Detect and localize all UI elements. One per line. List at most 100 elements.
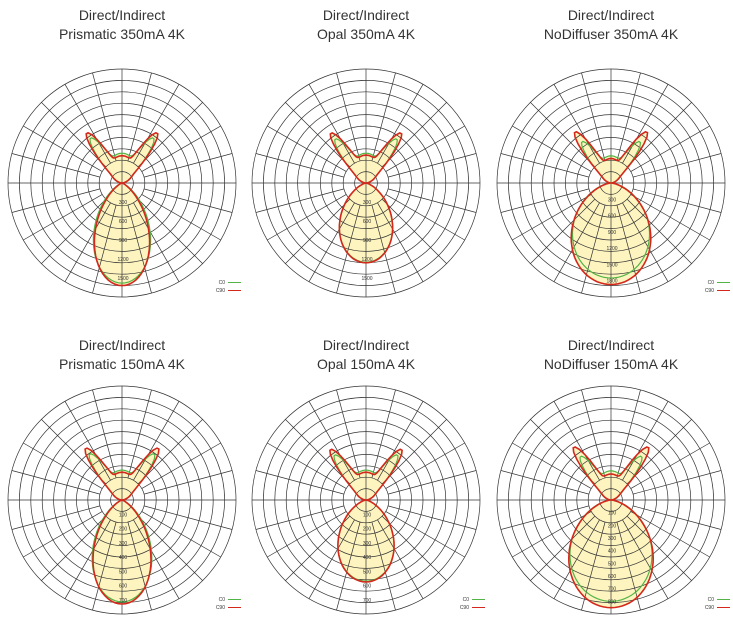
grid-spoke [64,519,111,599]
radial-tick-label: 300 [119,541,128,547]
radial-tick-label: 600 [363,219,372,225]
series-c90-line [329,131,403,264]
polar-chart-panel-4: Direct/Indirect Prismatic 150mA 4K 100 20… [0,317,244,634]
grid-spoke [141,194,221,241]
grid-spoke [500,188,590,213]
grid-spoke [64,202,111,282]
radial-tick-label: 600 [608,214,617,220]
chart-title: Direct/Indirect Prismatic 350mA 4K [0,6,244,44]
radial-tick-label: 900 [363,238,372,244]
chart-title-line-1: Direct/Indirect [567,7,655,23]
chart-title-line-1: Direct/Indirect [322,7,410,23]
grid-spoke [616,72,641,162]
grid-spoke [127,204,152,294]
grid-spoke [387,153,477,178]
grid-spoke [530,515,596,581]
series-c90-line [85,131,159,287]
grid-spoke [127,521,152,611]
grid-spoke [285,419,351,485]
polar-chart-panel-3: Direct/Indirect NoDiffuser 350mA 4K 300 6… [489,0,733,317]
radial-tick-label: 1500 [361,276,372,282]
grid-spoke [581,521,606,611]
grid-spoke [92,204,117,294]
grid-spoke [626,102,692,168]
legend-c90-label: C90 [216,288,225,294]
grid-spoke [630,511,710,558]
radial-tick-label: 900 [119,238,128,244]
radial-tick-label: 300 [119,200,128,206]
grid-spoke [632,470,722,495]
grid-spoke [137,102,203,168]
grid-spoke [137,515,203,581]
legend-c90-label: C90 [705,605,714,611]
chart-title-line-2: Prismatic 350mA 4K [58,26,186,42]
grid-spoke [255,505,345,530]
grid-spoke [500,153,590,178]
legend-c0-label: C0 [708,280,715,286]
radial-tick-label: 200 [363,527,372,533]
radial-tick-label: 700 [608,587,617,593]
grid-spoke [500,505,590,530]
grid-spoke [387,470,477,495]
chart-title-line-2: Opal 150mA 4K [316,356,416,372]
chart-title: Direct/Indirect Prismatic 150mA 4K [0,336,244,374]
radial-tick-label: 400 [363,555,372,561]
grid-spoke [308,519,355,599]
grid-spoke [143,470,233,495]
grid-spoke [553,519,600,599]
grid-spoke [581,72,606,162]
grid-spoke [308,401,355,481]
grid-spoke [385,511,465,558]
grid-spoke [512,511,592,558]
grid-spoke [553,401,600,481]
radial-tick-label: 1200 [606,246,617,252]
radial-tick-label: 600 [119,584,128,590]
chart-title-line-1: Direct/Indirect [322,337,410,353]
radial-tick-label: 300 [363,200,372,206]
grid-spoke [581,204,606,294]
radial-tick-label: 500 [119,569,128,575]
grid-spoke [11,153,101,178]
grid-spoke [530,198,596,264]
grid-spoke [530,419,596,485]
series-c90-line [570,130,652,286]
chart-title-line-2: NoDiffuser 150mA 4K [543,356,679,372]
grid-spoke [626,198,692,264]
chart-title: Direct/Indirect NoDiffuser 150mA 4K [489,336,733,374]
grid-spoke [377,401,424,481]
polar-chart-panel-1: Direct/Indirect Prismatic 350mA 4K 300 60… [0,0,244,317]
grid-spoke [23,194,103,241]
legend-c0-label: C0 [708,597,715,603]
polar-chart: 100 200 300 400 500 600 700 C0 C90 [7,385,241,615]
radial-tick-label: 200 [608,523,617,529]
grid-spoke [267,442,347,489]
polar-chart: 300 600 900 1200 1500 C0 C90 [7,68,241,298]
grid-spoke [41,198,107,264]
grid-spoke [377,519,424,599]
grid-spoke [255,188,345,213]
radial-tick-label: 300 [608,197,617,203]
polar-chart: 300 600 900 1200 1500 1800 C0 C90 [496,68,730,298]
grid-spoke [11,470,101,495]
grid-spoke [23,442,103,489]
grid-spoke [387,188,477,213]
grid-spoke [285,102,351,168]
polar-grid [251,385,481,615]
grid-spoke [11,505,101,530]
grid-spoke [308,202,355,282]
grid-spoke [381,419,447,485]
grid-spoke [616,204,641,294]
grid-spoke [387,505,477,530]
grid-spoke [377,84,424,164]
radial-tick-label: 600 [363,584,372,590]
grid-spoke [23,511,103,558]
grid-spoke [143,505,233,530]
radial-tick-label: 400 [608,549,617,555]
grid-spoke [141,511,221,558]
grid-spoke [630,194,710,241]
radial-tick-label: 600 [608,574,617,580]
grid-spoke [41,419,107,485]
grid-spoke [616,521,641,611]
grid-spoke [255,470,345,495]
grid-spoke [553,84,600,164]
